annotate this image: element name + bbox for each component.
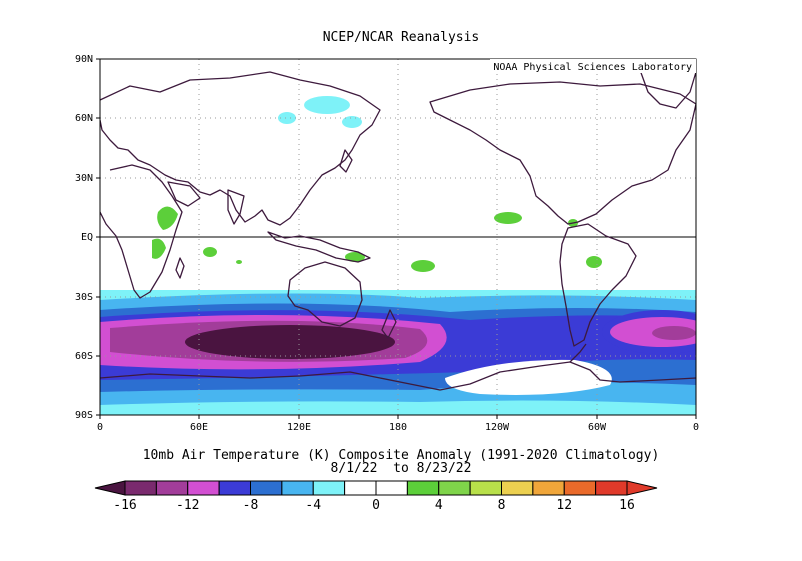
africa-outline	[100, 164, 183, 299]
colorbar-swatch	[375, 480, 408, 496]
india-outline	[227, 189, 245, 225]
caption-line-2: 8/1/22 to 8/23/22	[330, 461, 472, 476]
green-indian-ocean	[203, 247, 217, 257]
y-tick-label: 30N	[75, 173, 93, 184]
credit-text: NOAA Physical Sciences Laboratory	[493, 62, 692, 73]
colorbar-swatch	[155, 480, 189, 496]
green-pacific	[411, 260, 435, 272]
north-cyan-3	[342, 116, 362, 128]
australia-outline	[287, 261, 363, 327]
anomaly-field	[100, 59, 696, 415]
eurasia-outline	[100, 71, 381, 226]
antarctic-white	[445, 359, 612, 395]
x-tick-label: 180	[389, 422, 407, 433]
x-tick-label: 120W	[485, 422, 510, 433]
antarctic-peninsula-outline	[569, 343, 587, 363]
x-tick-label: 120E	[287, 422, 311, 433]
antarctica-outline	[100, 361, 696, 391]
x-tick-label: 0	[97, 422, 103, 433]
colorbar-swatch	[469, 480, 502, 496]
caption-line-1: 10mb Air Temperature (K) Composite Anoma…	[142, 448, 660, 463]
colorbar-swatch	[344, 480, 377, 496]
x-axis: 0 60E 120E 180 120W 60W 0	[97, 415, 699, 433]
colorbar-tick-label: 16	[619, 498, 635, 513]
colorbar-tick-label: -12	[176, 498, 199, 513]
north-cyan-2	[278, 112, 296, 124]
colorbar-swatch	[218, 480, 251, 496]
green-south-america	[586, 256, 602, 268]
colorbar-swatch	[124, 480, 157, 496]
colorbar-tick-label: 0	[372, 498, 380, 513]
colorbar-swatch	[406, 480, 440, 496]
colorbar-labels: -16 -12 -8 -4 0 4 8 12 16	[113, 498, 635, 513]
green-new-guinea	[345, 252, 365, 262]
y-tick-label: EQ	[81, 232, 93, 243]
colorbar-tick-label: 8	[498, 498, 506, 513]
new-zealand-outline	[381, 309, 397, 339]
colorbar-swatch	[187, 480, 220, 496]
coastlines	[100, 65, 696, 391]
north-america-outline	[429, 81, 696, 225]
colorbar-tick-label: -8	[243, 498, 259, 513]
colorbar-swatch	[501, 480, 534, 496]
x-tick-label: 0	[693, 422, 699, 433]
x-tick-label: 60W	[588, 422, 607, 433]
madagascar-outline	[175, 257, 185, 279]
green-africa-south	[152, 238, 166, 259]
colorbar-arrow-high	[626, 480, 658, 496]
colorbar-swatch	[281, 480, 314, 496]
green-east-africa	[157, 206, 178, 230]
colorbar-swatch	[532, 480, 565, 496]
maritime-continent-outline	[267, 231, 371, 263]
south-america-outline	[559, 223, 637, 347]
y-axis: 90N 60N 30N EQ 30S 60S 90S	[75, 54, 100, 421]
atlantic-blob-purple	[652, 326, 696, 340]
colorbar-swatch	[250, 480, 283, 496]
y-tick-label: 90N	[75, 54, 93, 65]
y-tick-label: 60N	[75, 113, 93, 124]
credit-box	[490, 59, 696, 73]
colorbar-arrow-low	[94, 480, 126, 496]
map-title: NCEP/NCAR Reanalysis	[322, 30, 480, 45]
north-cyan-1	[304, 96, 350, 114]
y-tick-label: 30S	[75, 292, 93, 303]
colorbar	[94, 480, 658, 496]
colorbar-tick-label: -16	[113, 498, 136, 513]
x-tick-label: 60E	[190, 422, 208, 433]
cold-core	[185, 325, 395, 359]
colorbar-swatch	[438, 480, 471, 496]
colorbar-swatch	[312, 480, 346, 496]
japan-outline	[339, 149, 353, 173]
green-small	[236, 260, 242, 264]
colorbar-tick-label: 12	[556, 498, 572, 513]
colorbar-swatch	[595, 480, 628, 496]
y-tick-label: 90S	[75, 410, 93, 421]
arabia-outline	[167, 181, 201, 207]
colorbar-tick-label: 4	[435, 498, 443, 513]
colorbar-tick-label: -4	[305, 498, 321, 513]
y-tick-label: 60S	[75, 351, 93, 362]
green-central-pacific	[494, 212, 522, 224]
colorbar-swatch	[563, 480, 597, 496]
